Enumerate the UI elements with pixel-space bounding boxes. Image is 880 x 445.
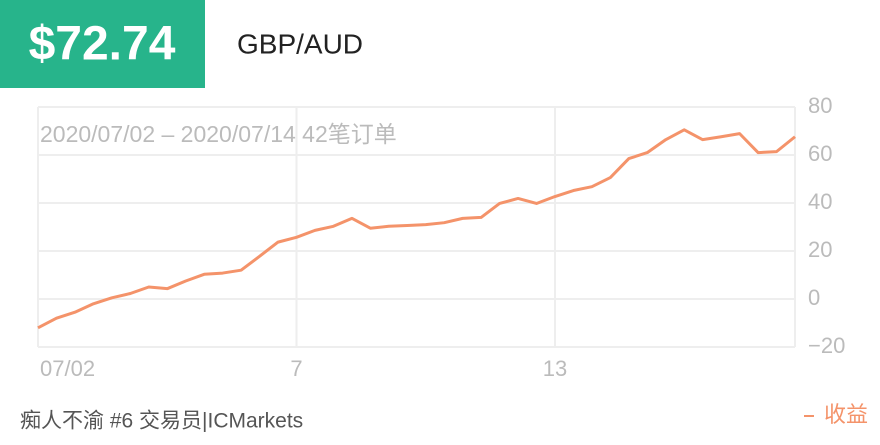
subtitle: 2020/07/02 – 2020/07/14 42笔订单 [40, 121, 397, 147]
footer-author: 痴人不渝 #6 交易员|ICMarkets [20, 410, 303, 433]
legend-label: 收益 [824, 402, 868, 427]
y-tick-label: 60 [808, 141, 832, 166]
x-tick-label: 07/02 [40, 356, 95, 381]
x-tick-label: 7 [290, 356, 302, 381]
y-tick-label: 80 [808, 93, 832, 118]
y-tick-label: −20 [808, 333, 845, 358]
x-tick-label: 13 [543, 356, 567, 381]
y-tick-label: 0 [808, 285, 820, 310]
y-tick-label: 40 [808, 189, 832, 214]
price-badge [0, 0, 205, 88]
line [37, 128, 796, 330]
y-tick-label: 20 [808, 237, 832, 262]
price: $72.74 [29, 18, 176, 71]
pair: GBP/AUD [237, 28, 363, 59]
